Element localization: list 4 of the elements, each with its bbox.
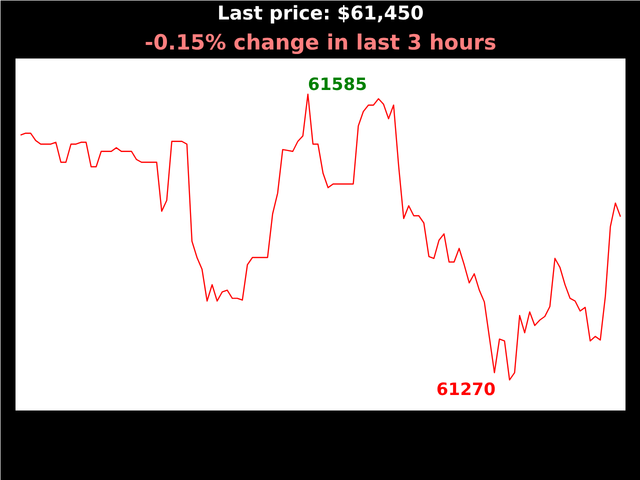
chart-subtitle: -0.15% change in last 3 hours (144, 30, 496, 54)
chart-title: Last price: $61,450 (217, 2, 424, 24)
data-label: 61270 (436, 380, 496, 400)
data-label: 61585 (308, 75, 368, 96)
